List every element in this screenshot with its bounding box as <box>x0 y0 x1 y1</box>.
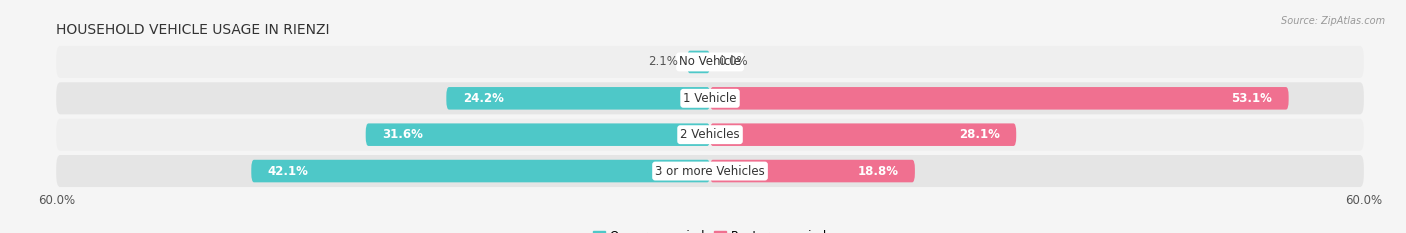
FancyBboxPatch shape <box>688 51 710 73</box>
Text: 31.6%: 31.6% <box>382 128 423 141</box>
FancyBboxPatch shape <box>56 155 1364 187</box>
Text: No Vehicle: No Vehicle <box>679 55 741 69</box>
FancyBboxPatch shape <box>56 119 1364 151</box>
FancyBboxPatch shape <box>710 123 1017 146</box>
Text: 18.8%: 18.8% <box>858 164 898 178</box>
FancyBboxPatch shape <box>710 160 915 182</box>
Text: HOUSEHOLD VEHICLE USAGE IN RIENZI: HOUSEHOLD VEHICLE USAGE IN RIENZI <box>56 23 330 37</box>
Legend: Owner-occupied, Renter-occupied: Owner-occupied, Renter-occupied <box>588 225 832 233</box>
Text: 2 Vehicles: 2 Vehicles <box>681 128 740 141</box>
FancyBboxPatch shape <box>366 123 710 146</box>
Text: 28.1%: 28.1% <box>959 128 1000 141</box>
Text: 24.2%: 24.2% <box>463 92 503 105</box>
FancyBboxPatch shape <box>56 82 1364 114</box>
Text: Source: ZipAtlas.com: Source: ZipAtlas.com <box>1281 16 1385 26</box>
Text: 2.1%: 2.1% <box>648 55 679 69</box>
Text: 1 Vehicle: 1 Vehicle <box>683 92 737 105</box>
FancyBboxPatch shape <box>446 87 710 110</box>
FancyBboxPatch shape <box>252 160 710 182</box>
FancyBboxPatch shape <box>710 87 1289 110</box>
Text: 3 or more Vehicles: 3 or more Vehicles <box>655 164 765 178</box>
FancyBboxPatch shape <box>56 46 1364 78</box>
Text: 0.0%: 0.0% <box>718 55 748 69</box>
Text: 42.1%: 42.1% <box>267 164 308 178</box>
Text: 53.1%: 53.1% <box>1232 92 1272 105</box>
